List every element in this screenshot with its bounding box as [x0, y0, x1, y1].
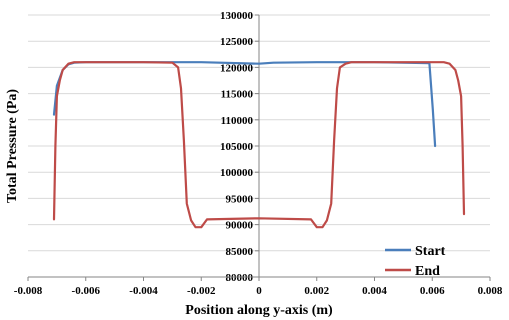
x-axis-title: Position along y-axis (m): [185, 303, 333, 318]
x-tick-label: -0.002: [187, 285, 216, 297]
y-tick-label: 80000: [226, 272, 254, 284]
x-tick-label: -0.006: [72, 285, 101, 297]
x-tick-label: 0.002: [304, 285, 329, 297]
x-tick-label: 0.004: [362, 285, 387, 297]
y-tick-label: 95000: [226, 193, 254, 205]
y-tick-label: 110000: [221, 115, 254, 127]
x-tick-label: 0: [256, 285, 262, 297]
x-tick-label: -0.008: [14, 285, 43, 297]
x-tick-labels: -0.008 -0.006 -0.004 -0.002 0 0.002 0.004 0.006…: [14, 277, 503, 297]
y-tick-labels: 80000 85000 90000 95000 100000 105000 110000 11…: [220, 10, 259, 284]
legend-label-end: End: [415, 264, 440, 279]
x-tick-label: 0.008: [478, 285, 503, 297]
legend-label-start: Start: [415, 244, 446, 259]
x-tick-label: 0.006: [420, 285, 445, 297]
series-line-start: [52, 61, 437, 148]
series-lines: [52, 61, 466, 229]
y-tick-label: 100000: [220, 167, 254, 179]
y-tick-label: 90000: [226, 220, 254, 232]
x-tick-label: -0.004: [129, 285, 158, 297]
y-tick-label: 85000: [226, 246, 254, 258]
y-tick-label: 115000: [221, 89, 254, 101]
series-line-end: [52, 61, 466, 229]
y-tick-label: 105000: [220, 141, 254, 153]
y-axis-title: Total Pressure (Pa): [5, 89, 20, 203]
legend: Start End: [385, 244, 446, 279]
y-tick-label: 125000: [220, 36, 254, 48]
y-tick-label: 130000: [220, 10, 254, 22]
y-tick-label: 120000: [220, 62, 254, 74]
